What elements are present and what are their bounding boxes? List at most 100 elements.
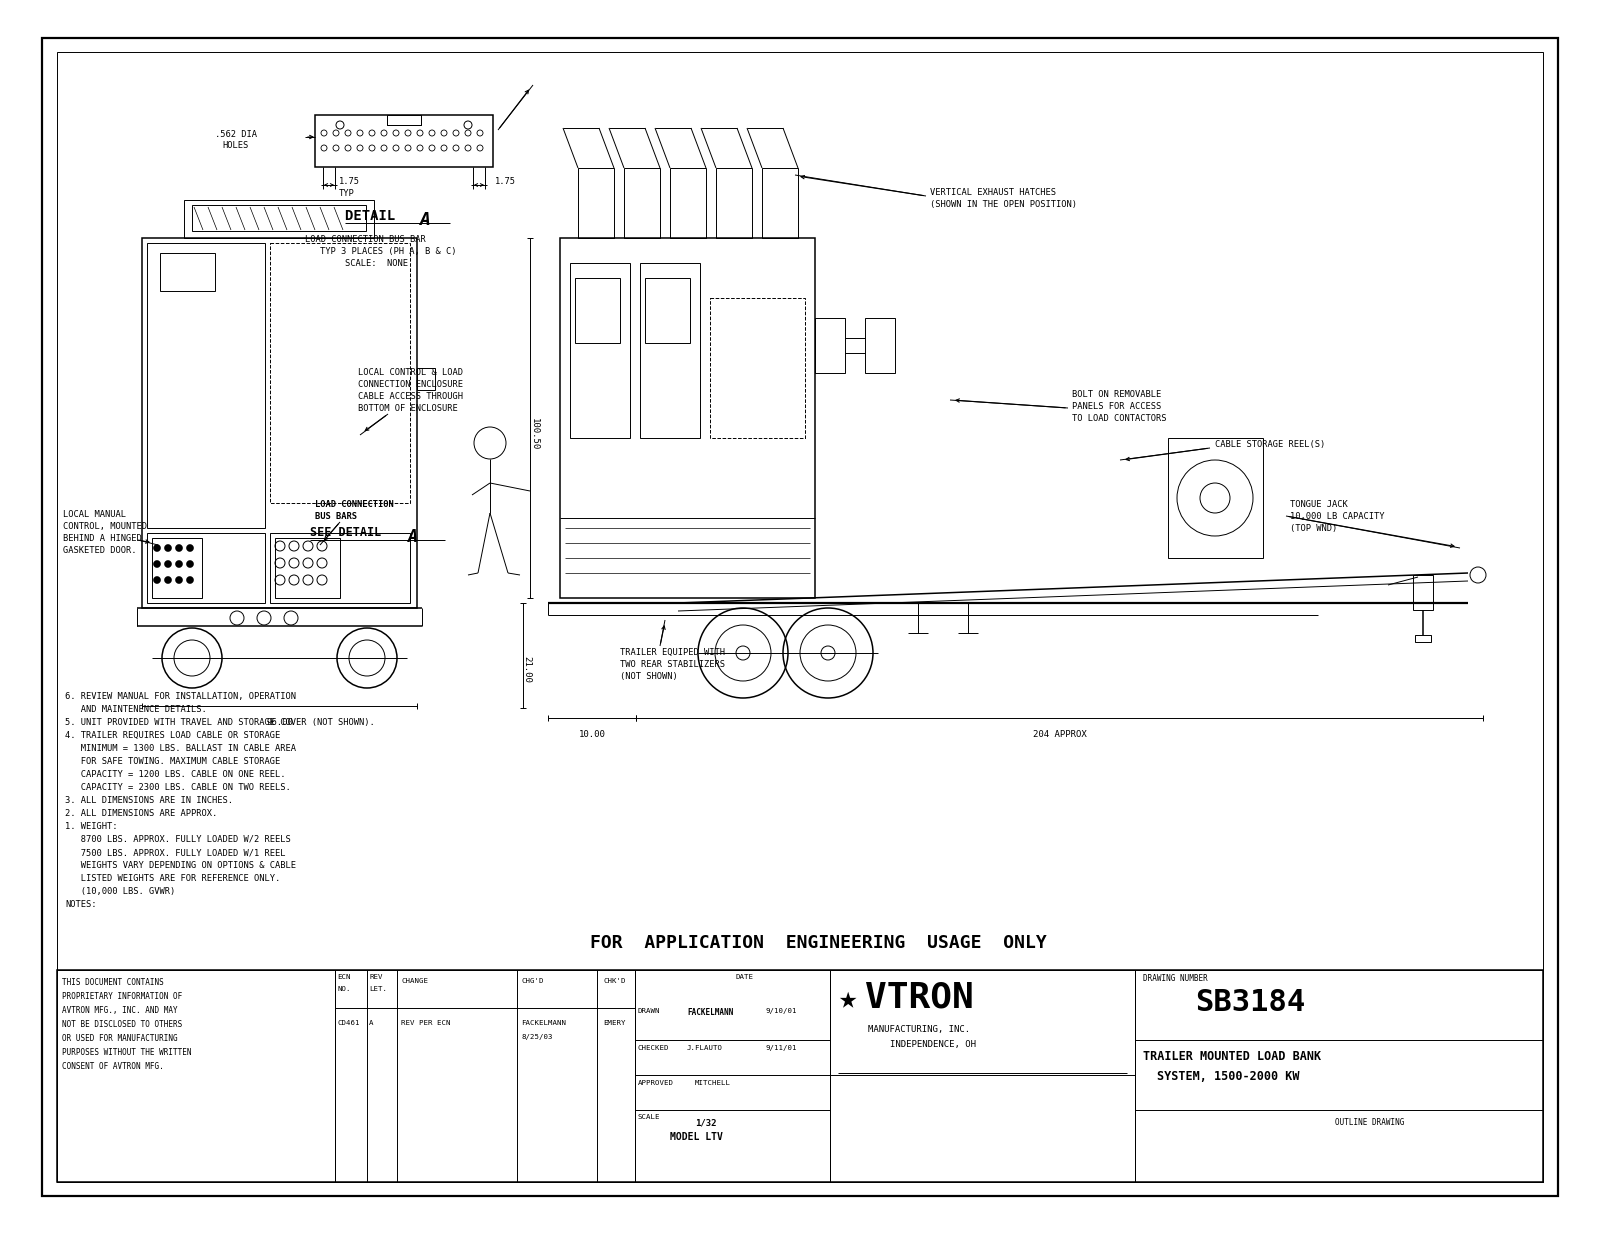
Text: LOCAL CONTROL & LOAD: LOCAL CONTROL & LOAD [358,367,462,377]
Bar [578,168,614,238]
Text: TWO REAR STABILIZERS: TWO REAR STABILIZERS [621,661,725,669]
Text: 100.50: 100.50 [530,418,539,450]
Text: PROPRIETARY INFORMATION OF: PROPRIETARY INFORMATION OF [62,992,182,1001]
Bar [830,970,1134,1183]
Circle shape [187,544,194,552]
Text: CONNECTION ENCLOSURE: CONNECTION ENCLOSURE [358,380,462,388]
Text: 1/32: 1/32 [694,1118,717,1127]
Bar [570,263,630,438]
Text: CONSENT OF AVTRON MFG.: CONSENT OF AVTRON MFG. [62,1063,163,1071]
Text: LOCAL MANUAL: LOCAL MANUAL [62,510,126,520]
Text: LET.: LET. [370,986,387,992]
Text: PANELS FOR ACCESS: PANELS FOR ACCESS [1072,402,1162,411]
Bar [1414,635,1430,642]
Text: 10.00: 10.00 [579,730,605,738]
Text: J.FLAUTO: J.FLAUTO [686,1045,723,1051]
Circle shape [165,544,171,552]
Circle shape [154,576,160,584]
Text: REV PER ECN: REV PER ECN [402,1021,451,1025]
Text: SYSTEM, 1500-2000 KW: SYSTEM, 1500-2000 KW [1157,1070,1299,1084]
Bar [574,278,621,343]
Text: MITCHELL: MITCHELL [694,1080,731,1086]
Text: 8/25/03: 8/25/03 [522,1034,552,1040]
Text: 96.00: 96.00 [266,717,293,727]
Bar [152,538,202,597]
Text: 5. UNIT PROVIDED WITH TRAVEL AND STORAGE COVER (NOT SHOWN).: 5. UNIT PROVIDED WITH TRAVEL AND STORAGE… [66,717,374,727]
Text: 1. WEIGHT:: 1. WEIGHT: [66,823,117,831]
Bar [275,538,339,597]
Bar [270,242,410,503]
Circle shape [165,576,171,584]
Bar [717,168,752,238]
Text: ECN: ECN [338,974,350,980]
Text: 204 APPROX: 204 APPROX [1032,730,1086,738]
Text: CHANGE: CHANGE [402,978,429,983]
Text: NOTES:: NOTES: [66,901,96,909]
Text: CHK'D: CHK'D [603,978,626,983]
Text: 7500 LBS. APPROX. FULLY LOADED W/1 REEL: 7500 LBS. APPROX. FULLY LOADED W/1 REEL [66,849,285,857]
Bar [418,367,435,390]
Text: A: A [419,212,430,229]
Text: CONTROL, MOUNTED: CONTROL, MOUNTED [62,522,147,531]
Bar [710,298,805,438]
Text: (TOP WND): (TOP WND) [1290,524,1338,533]
Bar [334,970,635,1183]
Text: A: A [408,528,418,546]
Text: MODEL LTV: MODEL LTV [670,1132,723,1142]
Text: CAPACITY = 1200 LBS. CABLE ON ONE REEL.: CAPACITY = 1200 LBS. CABLE ON ONE REEL. [66,769,285,779]
Circle shape [187,560,194,568]
Text: A: A [370,1021,373,1025]
Text: CAPACITY = 2300 LBS. CABLE ON TWO REELS.: CAPACITY = 2300 LBS. CABLE ON TWO REELS. [66,783,291,792]
Text: DRAWING NUMBER: DRAWING NUMBER [1142,974,1208,983]
Circle shape [176,544,182,552]
Text: SCALE:  NONE: SCALE: NONE [346,259,408,268]
Text: 21.00: 21.00 [523,656,531,683]
Text: 3. ALL DIMENSIONS ARE IN INCHES.: 3. ALL DIMENSIONS ARE IN INCHES. [66,795,234,805]
Text: TONGUE JACK: TONGUE JACK [1290,500,1347,508]
Text: ★: ★ [838,985,856,1014]
Text: BUS BARS: BUS BARS [315,512,357,521]
Text: GASKETED DOOR.: GASKETED DOOR. [62,546,136,555]
Bar [1134,970,1542,1183]
Bar [814,318,845,374]
Text: 4. TRAILER REQUIRES LOAD CABLE OR STORAGE: 4. TRAILER REQUIRES LOAD CABLE OR STORAG… [66,731,280,740]
Bar [270,533,410,602]
Circle shape [176,576,182,584]
Bar [147,533,266,602]
Text: 8700 LBS. APPROX. FULLY LOADED W/2 REELS: 8700 LBS. APPROX. FULLY LOADED W/2 REELS [66,835,291,844]
Text: SEE DETAIL: SEE DETAIL [310,526,395,539]
Bar [58,970,334,1183]
Text: LOAD CONNECTION: LOAD CONNECTION [315,500,394,508]
Bar [670,168,706,238]
Text: APPROVED: APPROVED [638,1080,674,1086]
Text: AVTRON MFG., INC. AND MAY: AVTRON MFG., INC. AND MAY [62,1006,178,1016]
Bar [866,318,894,374]
Bar [58,970,1542,1183]
Text: DATE: DATE [734,974,754,980]
Bar [142,238,418,609]
Bar [160,254,214,291]
Text: CABLE ACCESS THROUGH: CABLE ACCESS THROUGH [358,392,462,401]
Bar [640,263,701,438]
Text: MINIMUM = 1300 LBS. BALLAST IN CABLE AREA: MINIMUM = 1300 LBS. BALLAST IN CABLE ARE… [66,743,296,753]
Bar [624,168,661,238]
Text: TO LOAD CONTACTORS: TO LOAD CONTACTORS [1072,414,1166,423]
Text: INDEPENDENCE, OH: INDEPENDENCE, OH [890,1040,976,1049]
Text: DETAIL: DETAIL [346,209,413,223]
Text: TRAILER MOUNTED LOAD BANK: TRAILER MOUNTED LOAD BANK [1142,1050,1322,1063]
Text: .562 DIA: .562 DIA [214,130,258,139]
Circle shape [165,560,171,568]
Text: OR USED FOR MANUFACTURING: OR USED FOR MANUFACTURING [62,1034,178,1043]
Text: 6. REVIEW MANUAL FOR INSTALLATION, OPERATION: 6. REVIEW MANUAL FOR INSTALLATION, OPERA… [66,691,296,701]
Text: LISTED WEIGHTS ARE FOR REFERENCE ONLY.: LISTED WEIGHTS ARE FOR REFERENCE ONLY. [66,875,280,883]
Text: (SHOWN IN THE OPEN POSITION): (SHOWN IN THE OPEN POSITION) [930,200,1077,209]
Text: WEIGHTS VARY DEPENDING ON OPTIONS & CABLE: WEIGHTS VARY DEPENDING ON OPTIONS & CABL… [66,861,296,870]
Text: 9/11/01: 9/11/01 [765,1045,797,1051]
Text: FACKELMANN: FACKELMANN [522,1021,566,1025]
Text: 10,000 LB CAPACITY: 10,000 LB CAPACITY [1290,512,1384,521]
Text: HOLES: HOLES [222,141,248,150]
Text: (10,000 LBS. GVWR): (10,000 LBS. GVWR) [66,887,176,896]
Text: TYP 3 PLACES (PH A, B & C): TYP 3 PLACES (PH A, B & C) [320,247,456,256]
Bar [645,278,690,343]
Bar [387,115,421,125]
